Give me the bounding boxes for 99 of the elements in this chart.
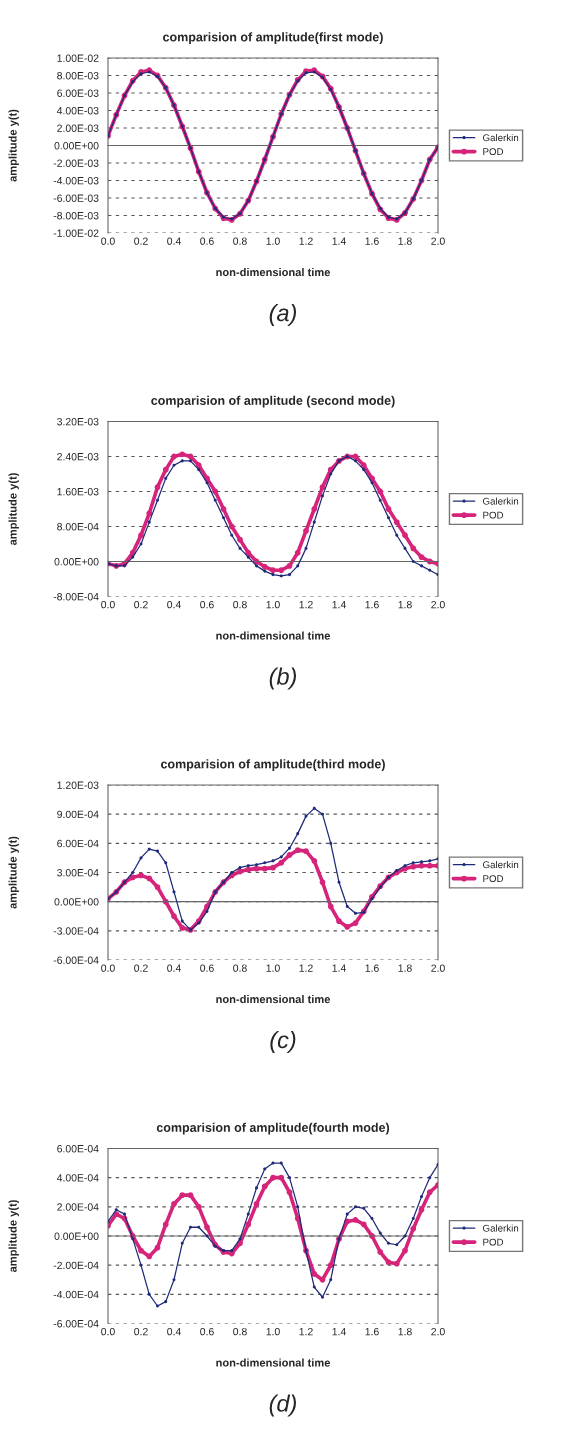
x-tick-label: 0.8 (233, 1327, 247, 1336)
x-tick-label: 0.2 (134, 237, 148, 245)
x-tick-label: 1.2 (299, 964, 313, 972)
y-tick-label: 4.00E-04 (56, 1174, 99, 1182)
x-tick-label: 1.6 (365, 237, 379, 245)
x-tick-label: 1.4 (332, 601, 346, 609)
x-tick-label: 0.2 (134, 600, 148, 609)
x-tick-label: 1.8 (398, 600, 412, 609)
x-tick-label: 0.4 (167, 964, 181, 972)
text: (c) (270, 1030, 296, 1053)
y-tick-label: -4.00E-03 (53, 177, 99, 185)
y-tick-label: -8.00E-04 (53, 593, 99, 601)
y-tick-label: 1.20E-03 (57, 781, 99, 789)
x-tick-label: 2.0 (431, 964, 445, 972)
x-tick-label: 1.4 (332, 237, 346, 245)
legend-label: POD (483, 511, 504, 519)
y-tick-label: -3.00E-04 (53, 927, 99, 935)
y-tick-label: 0.00E+00 (54, 898, 99, 906)
legend-label: Galerkin (483, 861, 519, 869)
y-tick-label: 1.00E-02 (57, 54, 99, 62)
y-tick-label: -6.00E-03 (53, 194, 99, 202)
x-tick-label: 0.2 (134, 1327, 148, 1336)
x-axis-title: non-dimensional time (216, 995, 331, 1004)
legend-label: Galerkin (483, 134, 519, 142)
x-tick-label: 1.0 (266, 1327, 280, 1336)
text: (b) (269, 667, 297, 690)
y-axis-title: amplitude y(t) (8, 836, 19, 909)
legend-label: Galerkin (483, 497, 519, 505)
x-tick-label: 1.6 (365, 600, 379, 609)
x-tick-label: 1.0 (266, 600, 280, 609)
y-tick-label: 4.00E-03 (56, 107, 99, 115)
y-tick-label: 8.00E-04 (57, 523, 99, 531)
y-tick-label: -4.00E-04 (53, 1290, 99, 1299)
y-tick-label: 1.60E-03 (57, 488, 99, 496)
x-tick-label: 1.8 (398, 964, 412, 972)
x-tick-label: 1.4 (332, 964, 346, 972)
y-tick-label: 9.00E-04 (57, 810, 99, 819)
x-tick-label: 1.0 (266, 964, 280, 972)
x-tick-label: 0.6 (200, 964, 214, 972)
x-tick-label: 1.6 (365, 1327, 379, 1336)
y-tick-label: 2.00E-03 (57, 124, 99, 132)
x-tick-label: 2.0 (431, 1327, 445, 1336)
y-tick-label: 6.00E-03 (57, 89, 99, 97)
y-tick-label: 6.00E-04 (57, 839, 99, 848)
chart-title: comparision of amplitude(third mode) (160, 759, 385, 771)
x-tick-label: 0.0 (101, 964, 115, 972)
x-tick-label: 0.6 (200, 237, 214, 245)
x-tick-label: 0.2 (134, 964, 148, 972)
y-tick-label: 0.00E+00 (54, 1232, 99, 1240)
legend-label: POD (483, 1238, 504, 1246)
x-tick-label: 0.8 (233, 964, 247, 972)
x-tick-label: 1.2 (299, 237, 313, 245)
legend-label: POD (483, 875, 504, 883)
chart-title: comparision of amplitude(fourth mode) (156, 1122, 390, 1135)
text: (d) (269, 1394, 297, 1417)
x-tick-label: 0.4 (167, 600, 181, 609)
legend-label: POD (483, 148, 504, 156)
x-axis-title: non-dimensional time (216, 268, 331, 277)
y-tick-label: -1.00E-02 (53, 229, 99, 237)
x-tick-label: 0.4 (167, 237, 181, 245)
y-axis-title: amplitude y(t) (8, 473, 19, 546)
y-tick-label: -8.00E-03 (53, 212, 99, 220)
x-tick-label: 0.8 (233, 237, 247, 245)
x-tick-label: 2.0 (431, 237, 445, 245)
y-tick-label: 8.00E-03 (57, 72, 99, 80)
x-tick-label: 1.0 (266, 237, 280, 245)
y-tick-label: -2.00E-03 (53, 159, 99, 167)
x-tick-label: 0.6 (200, 600, 214, 609)
y-tick-label: -2.00E-04 (53, 1261, 99, 1270)
y-tick-label: 6.00E-04 (57, 1145, 99, 1153)
y-axis-title: amplitude y(t) (8, 1200, 19, 1273)
x-tick-label: 0.0 (101, 237, 115, 245)
x-tick-label: 1.2 (299, 600, 313, 609)
y-tick-label: 0.00E+00 (54, 558, 99, 566)
x-tick-label: 1.2 (299, 1327, 313, 1336)
x-tick-label: 2.0 (431, 600, 445, 609)
y-tick-label: -6.00E-04 (53, 956, 99, 964)
chart-title: comparision of amplitude(first mode) (163, 32, 383, 44)
x-tick-label: 0.6 (200, 1327, 214, 1336)
x-axis-title: non-dimensional time (216, 631, 331, 640)
x-tick-label: 0.0 (101, 1327, 115, 1336)
legend-label: Galerkin (483, 1224, 519, 1232)
x-tick-label: 0.8 (233, 600, 247, 609)
x-tick-label: 1.6 (365, 964, 379, 972)
x-axis-title: non-dimensional time (216, 1358, 331, 1367)
x-tick-label: 1.4 (332, 1328, 346, 1336)
y-tick-label: 0.00E+00 (54, 142, 99, 150)
y-axis-title: amplitude y(t) (8, 109, 19, 182)
y-tick-label: 3.00E-04 (57, 869, 99, 877)
x-tick-label: 1.8 (398, 237, 412, 245)
y-tick-label: -6.00E-04 (53, 1320, 99, 1328)
x-tick-label: 0.4 (167, 1327, 181, 1336)
text: (a) (269, 303, 297, 326)
y-tick-label: 2.40E-03 (57, 453, 99, 461)
chart-title: comparision of amplitude (second mode) (151, 395, 395, 408)
y-tick-label: 3.20E-03 (57, 418, 99, 426)
x-tick-label: 1.8 (398, 1327, 412, 1336)
x-tick-label: 0.0 (101, 600, 115, 609)
y-tick-label: 2.00E-04 (57, 1203, 99, 1211)
